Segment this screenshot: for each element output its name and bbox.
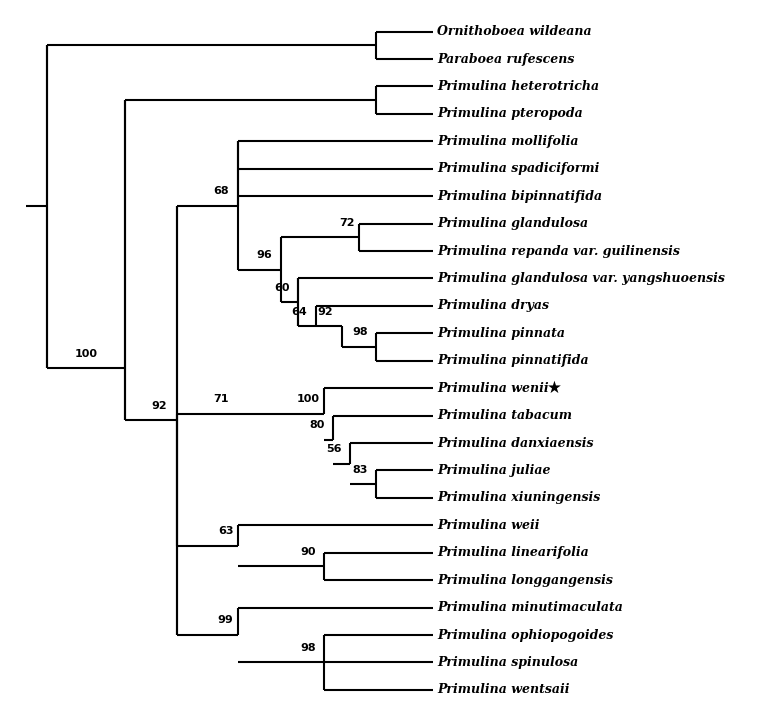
Text: 60: 60 [274, 283, 290, 293]
Text: Primulina spadiciformi: Primulina spadiciformi [437, 163, 600, 175]
Text: 71: 71 [213, 395, 229, 405]
Text: Primulina dryas: Primulina dryas [437, 299, 549, 312]
Text: 92: 92 [151, 401, 167, 411]
Text: 96: 96 [257, 251, 273, 261]
Text: Primulina pteropoda: Primulina pteropoda [437, 107, 583, 120]
Text: 92: 92 [317, 307, 333, 317]
Text: 100: 100 [75, 349, 98, 359]
Text: 80: 80 [309, 420, 325, 430]
Text: Primulina danxiaensis: Primulina danxiaensis [437, 437, 593, 450]
Text: 98: 98 [301, 643, 316, 653]
Text: Primulina minutimaculata: Primulina minutimaculata [437, 601, 623, 614]
Text: Primulina glandulosa var. yangshuoensis: Primulina glandulosa var. yangshuoensis [437, 272, 725, 285]
Text: Primulina tabacum: Primulina tabacum [437, 409, 572, 422]
Text: Primulina bipinnatifida: Primulina bipinnatifida [437, 190, 602, 203]
Text: Primulina linearifolia: Primulina linearifolia [437, 546, 589, 559]
Text: 56: 56 [326, 444, 341, 454]
Text: ★: ★ [547, 379, 562, 397]
Text: Primulina spinulosa: Primulina spinulosa [437, 656, 578, 669]
Text: Paraboea rufescens: Paraboea rufescens [437, 52, 575, 66]
Text: Primulina xiuningensis: Primulina xiuningensis [437, 491, 600, 504]
Text: Primulina juliae: Primulina juliae [437, 464, 550, 477]
Text: Ornithoboea wildeana: Ornithoboea wildeana [437, 25, 591, 38]
Text: Primulina repanda var. guilinensis: Primulina repanda var. guilinensis [437, 245, 680, 258]
Text: Primulina wentsaii: Primulina wentsaii [437, 683, 569, 697]
Text: Primulina weii: Primulina weii [437, 519, 540, 532]
Text: 68: 68 [213, 186, 229, 196]
Text: Primulina pinnata: Primulina pinnata [437, 326, 565, 340]
Text: 72: 72 [339, 218, 355, 228]
Text: 64: 64 [291, 307, 307, 317]
Text: Primulina glandulosa: Primulina glandulosa [437, 217, 588, 230]
Text: 63: 63 [218, 526, 234, 536]
Text: 83: 83 [352, 465, 368, 475]
Text: 90: 90 [301, 547, 316, 557]
Text: Primulina pinnatifida: Primulina pinnatifida [437, 354, 589, 367]
Text: Primulina mollifolia: Primulina mollifolia [437, 135, 578, 147]
Text: Primulina heterotricha: Primulina heterotricha [437, 80, 599, 93]
Text: Primulina longgangensis: Primulina longgangensis [437, 574, 613, 586]
Text: 98: 98 [352, 327, 368, 337]
Text: Primulina ophiopogoides: Primulina ophiopogoides [437, 629, 613, 642]
Text: 99: 99 [218, 616, 234, 626]
Text: Primulina wenii: Primulina wenii [437, 382, 549, 395]
Text: 100: 100 [297, 395, 320, 405]
